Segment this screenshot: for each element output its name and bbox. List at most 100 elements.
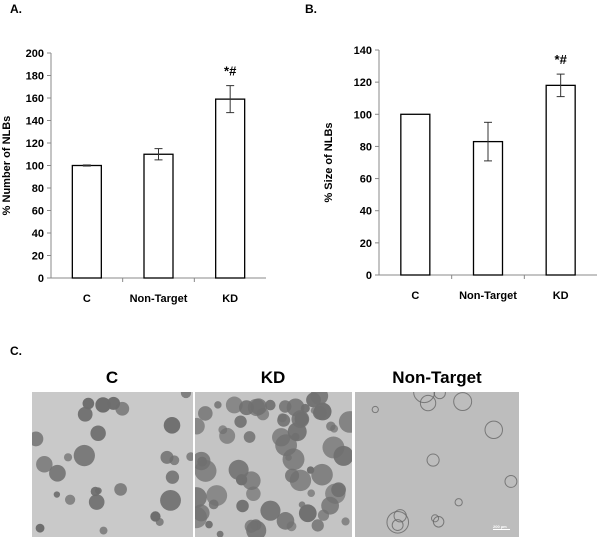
spheroid [311, 463, 333, 486]
spheroid [454, 498, 463, 507]
spheroid [307, 489, 316, 497]
spheroid [95, 397, 111, 413]
spheroid [298, 501, 306, 509]
spheroid [53, 491, 61, 498]
y-axis-label: % Number of NLBs [1, 116, 13, 216]
spheroid [306, 466, 315, 474]
panel-label-a: A. [10, 2, 22, 16]
spheroid [63, 453, 73, 462]
spheroid [214, 401, 222, 409]
spheroid [206, 485, 228, 506]
y-tick-label: 60 [360, 174, 372, 186]
spheroid [35, 523, 45, 533]
spheroid [77, 406, 93, 422]
spheroid [431, 514, 440, 523]
x-tick-label: KD [222, 293, 238, 305]
spheroid [244, 519, 258, 533]
spheroid [195, 504, 210, 522]
spheroid [272, 428, 291, 447]
spheroid [277, 413, 291, 427]
spheroid [310, 392, 329, 405]
spheroid [433, 392, 446, 400]
spheroid [195, 417, 205, 435]
y-tick-label: 120 [354, 77, 372, 89]
spheroid [484, 420, 503, 440]
spheroid [453, 392, 473, 412]
significance-mark: *# [224, 64, 237, 79]
spheroid [246, 486, 261, 502]
spheroid [236, 499, 249, 513]
spheroid [195, 451, 211, 471]
spheroid [205, 520, 213, 529]
y-tick-label: 40 [32, 228, 44, 240]
micrograph-non-target [355, 392, 519, 537]
spheroid [228, 459, 249, 480]
spheroid [426, 453, 440, 467]
spheroid [64, 494, 76, 505]
spheroid [393, 509, 407, 523]
spheroid [386, 510, 410, 534]
bar-kd [545, 84, 576, 276]
panel-label-b: B. [305, 2, 317, 16]
y-axis-label: % Size of NLBs [323, 122, 335, 202]
y-tick-label: 80 [360, 141, 372, 153]
y-tick-label: 100 [354, 109, 372, 121]
spheroid [243, 431, 256, 443]
panel-label-c: C. [10, 344, 22, 358]
spheroid [265, 399, 276, 411]
spheroid [49, 464, 66, 482]
bar-non-target [143, 153, 174, 279]
micrograph-title-c: C [105, 368, 119, 387]
spheroid [289, 469, 312, 492]
spheroid [286, 521, 297, 532]
y-tick-label: 180 [26, 71, 44, 83]
chart-b: 0 20 40 60 80 100 120 140 C Non-Target *# KD % Size … [323, 45, 597, 302]
y-tick-label: 80 [32, 183, 44, 195]
spheroid [155, 517, 164, 526]
spheroid [195, 487, 207, 508]
spheroid [186, 452, 193, 461]
spheroid [73, 444, 95, 467]
spheroid [218, 425, 228, 435]
bar-c [71, 164, 102, 279]
spheroid [198, 406, 213, 421]
micrograph-title-kd: KD [260, 368, 286, 387]
spheroid [82, 397, 95, 410]
scale-bar-label: 200 µm [493, 524, 507, 529]
x-tick-label: Non-Target [130, 293, 188, 305]
bar-c [400, 113, 431, 276]
spheroid [419, 394, 437, 412]
micrograph-c [32, 392, 193, 537]
spheroid [234, 415, 247, 428]
spheroid [114, 483, 127, 496]
spheroid [180, 392, 192, 399]
y-tick-label: 140 [354, 45, 372, 57]
y-tick-label: 200 [26, 48, 44, 60]
spheroid [225, 396, 243, 414]
y-tick-label: 120 [26, 138, 44, 150]
micrograph-background [32, 392, 193, 537]
spheroid [311, 519, 324, 532]
spheroid [32, 431, 44, 447]
spheroid [282, 448, 305, 471]
spheroid [160, 450, 174, 464]
spheroid [338, 411, 352, 433]
spheroid [325, 483, 346, 504]
spheroid [300, 403, 310, 413]
y-tick-label: 20 [360, 238, 372, 250]
micrograph-kd [195, 392, 352, 537]
spheroid [36, 456, 53, 473]
y-tick-label: 0 [38, 273, 44, 285]
y-tick-label: 100 [26, 161, 44, 173]
spheroid [322, 436, 345, 459]
spheroid [242, 471, 261, 490]
spheroid [294, 412, 309, 427]
y-tick-label: 20 [32, 251, 44, 263]
y-tick-label: 40 [360, 206, 372, 218]
spheroid [99, 526, 108, 535]
spheroid [313, 402, 332, 421]
spheroid [216, 530, 224, 537]
x-tick-label: KD [553, 290, 569, 302]
x-tick-label: C [83, 293, 91, 305]
